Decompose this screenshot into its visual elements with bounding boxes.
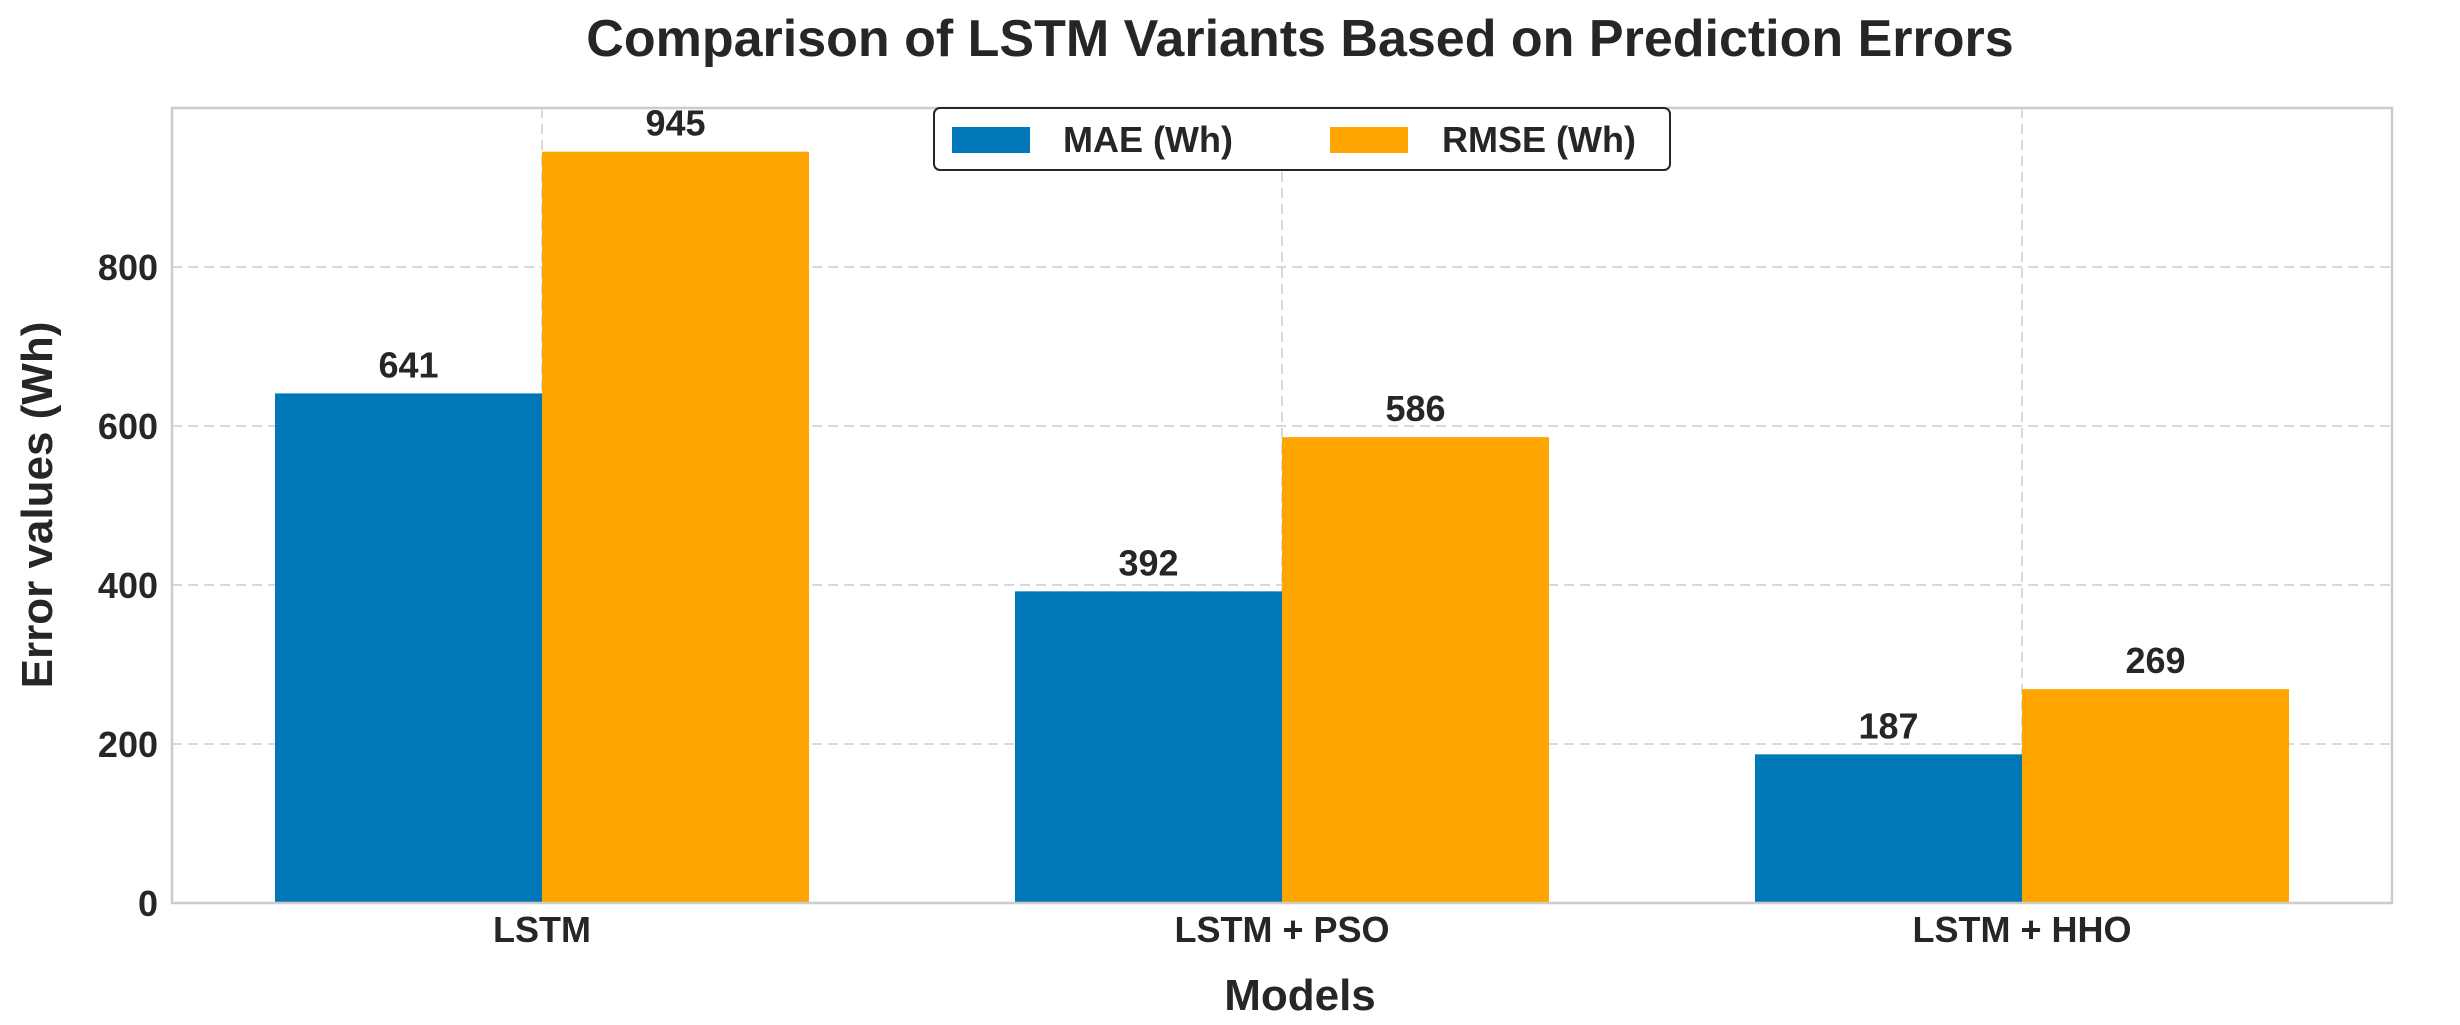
data-label: 392: [1118, 542, 1178, 583]
bar-mae: [1015, 591, 1282, 903]
chart-title: Comparison of LSTM Variants Based on Pre…: [586, 10, 2013, 68]
bar-mae: [1755, 754, 2022, 903]
data-labels: 641 945 392 586 187 269: [378, 103, 2185, 747]
data-label: 641: [378, 344, 438, 385]
y-axis-label: Error values (Wh): [13, 322, 62, 689]
y-tick-label: 800: [98, 247, 158, 288]
data-label: 187: [1858, 705, 1918, 746]
legend-swatch-mae: [952, 127, 1030, 153]
data-label: 586: [1385, 388, 1445, 429]
bars: [275, 151, 2289, 904]
bar-rmse: [1282, 437, 1549, 903]
x-axis-label: Models: [1224, 971, 1376, 1020]
legend-label-mae: MAE (Wh): [1063, 119, 1233, 160]
bar-mae: [275, 393, 542, 903]
x-tick-label: LSTM + PSO: [1174, 909, 1389, 950]
x-tick-label: LSTM + HHO: [1912, 909, 2131, 950]
data-label: 945: [645, 103, 705, 144]
axis-ticks: 0 200 400 600 800 LSTM LSTM + PSO LSTM + HHO: [98, 247, 2132, 950]
data-label: 269: [2125, 640, 2185, 681]
bar-rmse: [542, 151, 809, 904]
legend: MAE (Wh) RMSE (Wh): [933, 107, 1671, 171]
y-tick-label: 400: [98, 565, 158, 606]
legend-swatch-rmse: [1330, 127, 1408, 153]
y-tick-label: 600: [98, 406, 158, 447]
y-tick-label: 200: [98, 724, 158, 765]
y-tick-label: 0: [138, 883, 158, 924]
bar-rmse: [2022, 689, 2289, 903]
x-tick-label: LSTM: [493, 909, 591, 950]
legend-label-rmse: RMSE (Wh): [1442, 119, 1636, 160]
legend-box: [933, 107, 1671, 171]
